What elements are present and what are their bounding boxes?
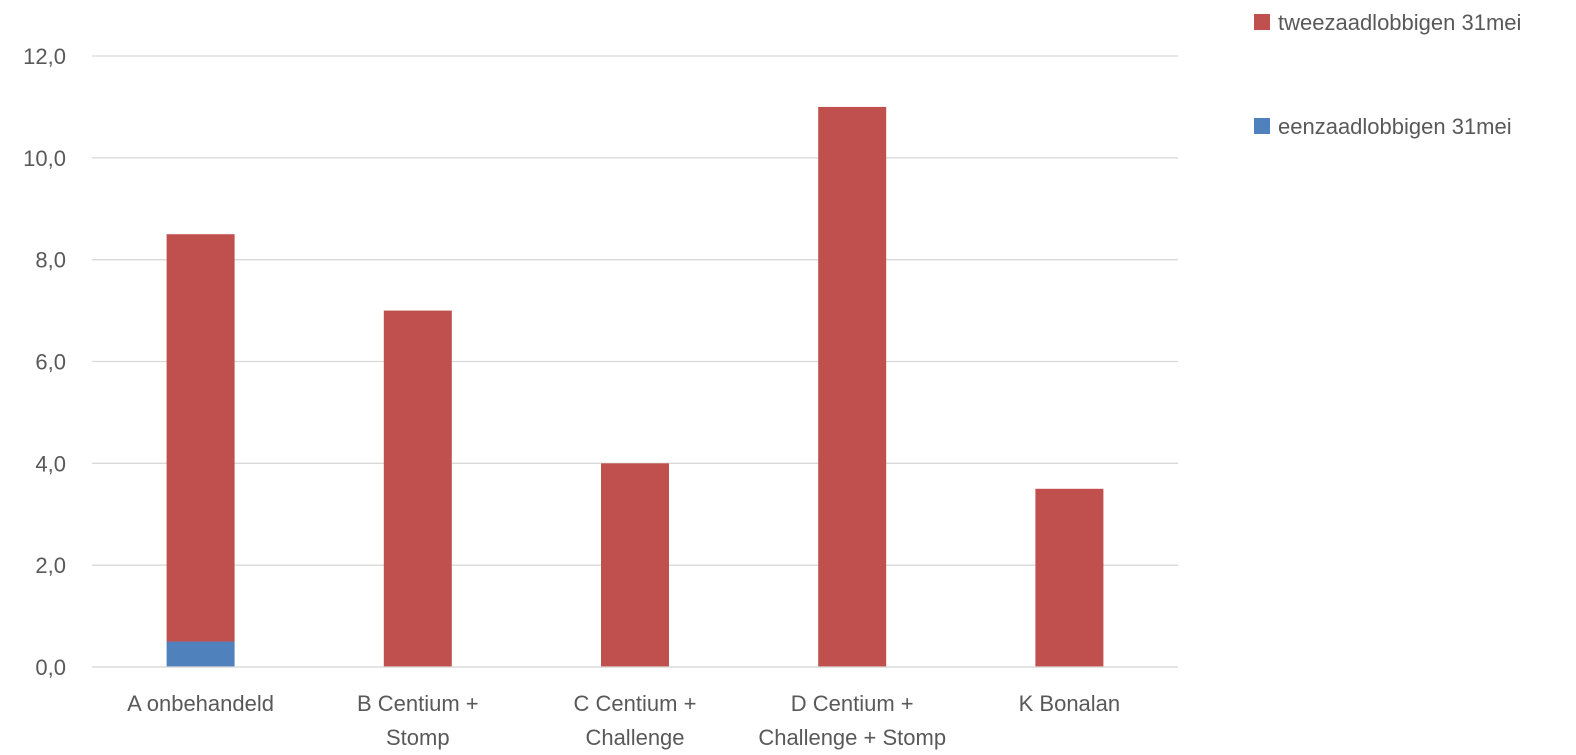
legend-label: eenzaadlobbigen 31mei — [1278, 114, 1512, 139]
y-tick-label: 8,0 — [35, 248, 66, 273]
legend-swatch — [1254, 14, 1270, 30]
legend-label: tweezaadlobbigen 31mei — [1278, 10, 1521, 35]
bar-group — [166, 106, 1104, 667]
y-tick-label: 6,0 — [35, 350, 66, 375]
x-category-label: A onbehandeld — [127, 691, 274, 716]
bar-tweezaadlobbigen-31mei — [818, 106, 887, 667]
legend: tweezaadlobbigen 31mei eenzaadlobbigen 31… — [1254, 10, 1521, 139]
y-tick-label: 12,0 — [23, 44, 66, 69]
bar-tweezaadlobbigen-31mei — [383, 310, 452, 667]
y-tick-label: 4,0 — [35, 451, 66, 476]
bar-tweezaadlobbigen-31mei — [1035, 488, 1104, 667]
bar-eenzaadlobbigen-31mei — [166, 641, 235, 667]
x-category-label: D Centium + Challenge + Stomp — [758, 691, 946, 750]
x-category-label: B Centium + Stomp — [357, 691, 479, 750]
bar-tweezaadlobbigen-31mei — [601, 463, 669, 667]
x-category-label: K Bonalan — [1019, 691, 1121, 716]
bar-tweezaadlobbigen-31mei — [166, 234, 235, 642]
y-axis: 0,0 2,0 4,0 6,0 8,0 10,0 12,0 — [23, 44, 66, 680]
x-axis: A onbehandeld B Centium + Stomp C Centium +… — [92, 666, 1178, 750]
x-category-label: C Centium + Challenge — [574, 691, 697, 750]
y-tick-label: 0,0 — [35, 655, 66, 680]
y-tick-label: 2,0 — [35, 553, 66, 578]
legend-swatch — [1254, 118, 1270, 134]
y-tick-label: 10,0 — [23, 146, 66, 171]
